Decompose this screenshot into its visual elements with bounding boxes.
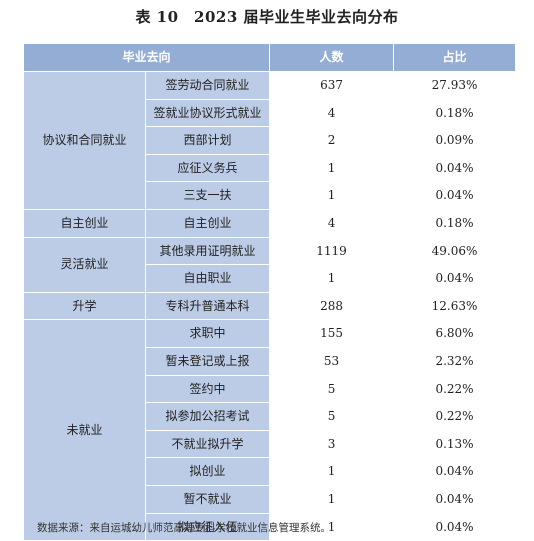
ratio-cell: 27.93% bbox=[393, 71, 517, 100]
subcategory-cell: 暂未登记或上报 bbox=[144, 346, 271, 376]
count-cell: 1 bbox=[269, 264, 395, 293]
count-cell: 53 bbox=[269, 346, 395, 376]
table-row: 西部计划 2 0.09% bbox=[24, 126, 517, 155]
count-cell: 637 bbox=[269, 71, 395, 100]
header-ratio: 占比 bbox=[393, 43, 517, 72]
table-row: 暂未登记或上报 53 2.32% bbox=[24, 346, 517, 376]
ratio-cell: 0.13% bbox=[393, 429, 517, 459]
ratio-cell: 6.80% bbox=[393, 319, 517, 348]
count-cell: 288 bbox=[269, 291, 395, 321]
destination-table: 毕业去向 人数 占比 协议和合同就业 签劳动合同就业 637 27.93% 签就业协议形… bbox=[22, 43, 517, 541]
table-title: 表 10 2023 届毕业生毕业去向分布 bbox=[135, 8, 399, 26]
table-row: 升学 专科升普通本科 288 12.63% bbox=[23, 291, 517, 321]
subcategory-cell: 暂不就业 bbox=[144, 484, 271, 514]
subcategory-cell: 西部计划 bbox=[144, 126, 271, 155]
category-cell: 灵活就业 bbox=[23, 236, 146, 293]
subcategory-cell: 专科升普通本科 bbox=[144, 291, 271, 321]
table-row: 不就业拟升学 3 0.13% bbox=[24, 429, 517, 459]
category-cell: 升学 bbox=[23, 291, 146, 321]
count-cell: 3 bbox=[269, 429, 395, 459]
count-cell: 1 bbox=[269, 484, 395, 514]
category-cell: 未就业 bbox=[23, 319, 146, 541]
ratio-cell: 12.63% bbox=[393, 291, 517, 321]
count-cell: 4 bbox=[269, 208, 395, 238]
table-row: 协议和合同就业 签劳动合同就业 637 27.93% bbox=[23, 71, 517, 210]
header-count: 人数 bbox=[269, 43, 395, 72]
subcategory-cell: 拟应征入伍 bbox=[144, 512, 271, 541]
count-cell: 5 bbox=[269, 374, 395, 404]
table-row: 三支一扶 1 0.04% bbox=[24, 181, 517, 210]
ratio-cell: 0.22% bbox=[393, 402, 517, 431]
subcategory-cell: 签就业协议形式就业 bbox=[144, 98, 271, 128]
table-row: 自主创业 自主创业 4 0.18% bbox=[23, 208, 517, 238]
ratio-cell: 49.06% bbox=[393, 236, 517, 266]
ratio-cell: 2.32% bbox=[393, 346, 517, 376]
count-cell: 1 bbox=[269, 457, 395, 486]
table-row: 签就业协议形式就业 4 0.18% bbox=[24, 98, 517, 128]
table-body: 协议和合同就业 签劳动合同就业 637 27.93% 签就业协议形式就业 4 0.18% 西部… bbox=[23, 71, 517, 541]
table-header-row: 毕业去向 人数 占比 bbox=[22, 43, 517, 72]
subcategory-cell: 自由职业 bbox=[144, 264, 271, 293]
subcategory-cell: 自主创业 bbox=[144, 208, 271, 238]
table-row: 应征义务兵 1 0.04% bbox=[24, 153, 517, 183]
subcategory-cell: 求职中 bbox=[144, 319, 271, 348]
ratio-cell: 0.04% bbox=[393, 264, 517, 293]
ratio-cell: 0.04% bbox=[393, 181, 517, 210]
table-row: 未就业 求职中 155 6.80% bbox=[23, 319, 517, 541]
table-row: 签约中 5 0.22% bbox=[24, 374, 517, 404]
subcategory-cell: 签约中 bbox=[144, 374, 271, 404]
ratio-cell: 0.04% bbox=[393, 512, 517, 541]
subcategory-cell: 应征义务兵 bbox=[144, 153, 271, 183]
count-cell: 1 bbox=[269, 181, 395, 210]
count-cell: 5 bbox=[269, 402, 395, 431]
source-note: 数据来源：来自运城幼儿师范高等专科学校就业信息管理系统。 bbox=[37, 522, 331, 534]
ratio-cell: 0.22% bbox=[393, 374, 517, 404]
subcategory-cell: 其他录用证明就业 bbox=[144, 236, 271, 266]
ratio-cell: 0.04% bbox=[393, 484, 517, 514]
ratio-cell: 0.18% bbox=[393, 208, 517, 238]
ratio-cell: 0.09% bbox=[393, 126, 517, 155]
subcategory-cell: 不就业拟升学 bbox=[144, 429, 271, 459]
count-cell: 1 bbox=[269, 153, 395, 183]
table-row: 拟参加公招考试 5 0.22% bbox=[24, 402, 517, 431]
table-row: 灵活就业 其他录用证明就业 1119 49.06% bbox=[23, 236, 517, 293]
table-row: 暂不就业 1 0.04% bbox=[24, 484, 517, 514]
count-cell: 155 bbox=[269, 319, 395, 348]
count-cell: 2 bbox=[269, 126, 395, 155]
count-cell: 1119 bbox=[269, 236, 395, 266]
subcategory-cell: 拟创业 bbox=[144, 457, 271, 486]
subcategory-cell: 拟参加公招考试 bbox=[144, 402, 271, 431]
count-cell: 4 bbox=[269, 98, 395, 128]
subcategory-cell: 签劳动合同就业 bbox=[144, 71, 271, 100]
category-cell: 自主创业 bbox=[23, 208, 146, 238]
ratio-cell: 0.04% bbox=[393, 153, 517, 183]
ratio-cell: 0.18% bbox=[393, 98, 517, 128]
header-destination: 毕业去向 bbox=[22, 43, 271, 72]
ratio-cell: 0.04% bbox=[393, 457, 517, 486]
category-cell: 协议和合同就业 bbox=[23, 71, 146, 210]
table-row: 拟创业 1 0.04% bbox=[24, 457, 517, 486]
table-row: 拟应征入伍 1 0.04% bbox=[24, 512, 517, 541]
subcategory-cell: 三支一扶 bbox=[144, 181, 271, 210]
